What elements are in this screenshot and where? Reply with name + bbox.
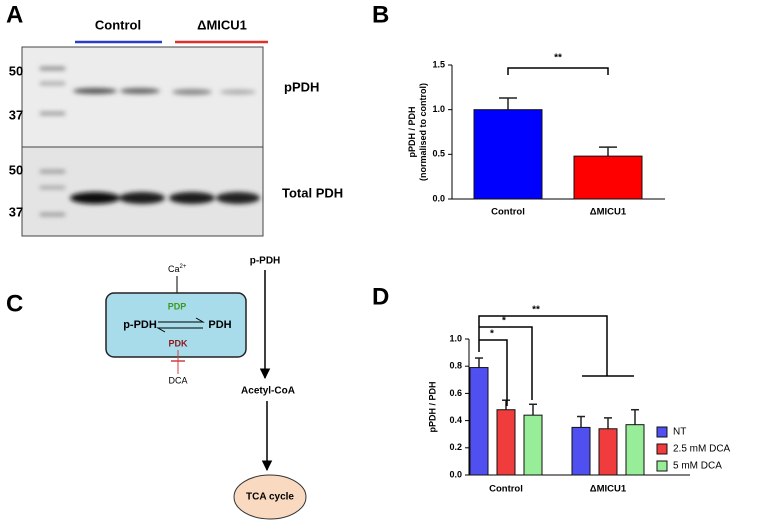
- ladder-band: [40, 213, 65, 216]
- flow-step: TCA cycle: [246, 492, 294, 503]
- legend-label: 2.5 mM DCA: [673, 444, 731, 455]
- y-tick-label: 0.0: [432, 193, 445, 203]
- x-tick-label: Control: [489, 484, 523, 495]
- y-tick-label: 1.0: [432, 104, 445, 114]
- enzyme-box: [105, 292, 247, 358]
- band: [119, 192, 165, 204]
- ladder-band: [40, 112, 65, 115]
- tca-node: [233, 474, 307, 520]
- legend-label: NT: [673, 427, 686, 438]
- y-tick-label: 0.2: [449, 442, 462, 452]
- bar: [573, 155, 643, 200]
- legend-label: 5 mM DCA: [673, 461, 722, 472]
- significance-bracket: [507, 67, 609, 75]
- x-tick-label: ΔMICU1: [590, 207, 627, 218]
- significance-bracket: [478, 315, 608, 376]
- band: [169, 192, 215, 204]
- marker-label: 37: [9, 107, 23, 122]
- y-tick-label: 0.0: [449, 469, 462, 479]
- significance-label: **: [532, 305, 540, 316]
- bar: [496, 409, 516, 476]
- legend-swatch: [656, 443, 668, 455]
- y-tick-label: 0.5: [432, 149, 445, 159]
- band: [120, 88, 160, 94]
- bar: [469, 367, 489, 476]
- y-tick-label: 0.6: [449, 388, 462, 398]
- bands: [40, 67, 260, 216]
- equilibrium-arrow: [156, 327, 203, 333]
- ladder-band: [40, 82, 65, 85]
- blot-top: [21, 46, 264, 148]
- x-tick-label: ΔMICU1: [590, 484, 627, 495]
- y-tick-label: 1.0: [449, 333, 462, 343]
- bar: [625, 424, 645, 476]
- panel-letter: D: [372, 283, 389, 310]
- y-axis-label: (normalised to control): [418, 83, 428, 181]
- calcium-symbol: Ca: [168, 264, 180, 274]
- significance-label: *: [490, 329, 494, 340]
- marker-label: 37: [9, 204, 23, 219]
- blot-label: pPDH: [284, 79, 319, 94]
- y-tick-label: 0.4: [449, 415, 462, 425]
- bar: [571, 426, 591, 476]
- significance-bracket: [479, 339, 508, 406]
- kinase: PDK: [168, 338, 188, 348]
- marker-label: 50: [9, 63, 23, 78]
- significance-label: *: [502, 316, 506, 327]
- flow-step: p-PDH: [250, 256, 281, 267]
- band: [73, 88, 117, 94]
- band: [220, 89, 256, 95]
- bar: [598, 428, 618, 476]
- y-axis-label: pPDH / PDH: [427, 381, 437, 432]
- panel-letter: C: [6, 290, 23, 317]
- ladder-band: [40, 67, 65, 70]
- phosphatase: PDP: [168, 301, 187, 311]
- group-label: Control: [95, 17, 141, 32]
- x-tick-label: Control: [491, 207, 525, 218]
- species: PDH: [208, 319, 231, 331]
- species: p-PDH: [123, 319, 157, 331]
- calcium-charge: 2+: [180, 264, 187, 270]
- bar: [523, 414, 543, 476]
- flow-step: Acetyl-CoA: [241, 386, 295, 397]
- blot-bottom: [21, 146, 264, 237]
- panel-letter: A: [6, 1, 23, 28]
- equilibrium-arrow: [158, 317, 205, 323]
- marker-label: 50: [9, 162, 23, 177]
- significance-bracket: [479, 326, 533, 400]
- y-tick-label: 1.5: [432, 59, 445, 69]
- band: [70, 192, 120, 204]
- legend-swatch: [656, 460, 668, 472]
- significance-label: **: [554, 53, 562, 64]
- band: [216, 192, 260, 204]
- bar: [473, 109, 543, 200]
- group-label: ΔMICU1: [197, 17, 247, 32]
- y-tick-label: 0.8: [449, 361, 462, 371]
- ladder-band: [40, 170, 65, 173]
- band: [172, 89, 212, 95]
- blot-label: Total PDH: [282, 185, 343, 200]
- ladder-band: [40, 186, 65, 189]
- panel-letter: B: [372, 1, 389, 28]
- inhibitor: DCA: [168, 375, 187, 385]
- legend-swatch: [656, 426, 668, 438]
- calcium: Ca2+: [168, 264, 187, 275]
- y-axis-label: pPDH / PDH: [407, 106, 417, 157]
